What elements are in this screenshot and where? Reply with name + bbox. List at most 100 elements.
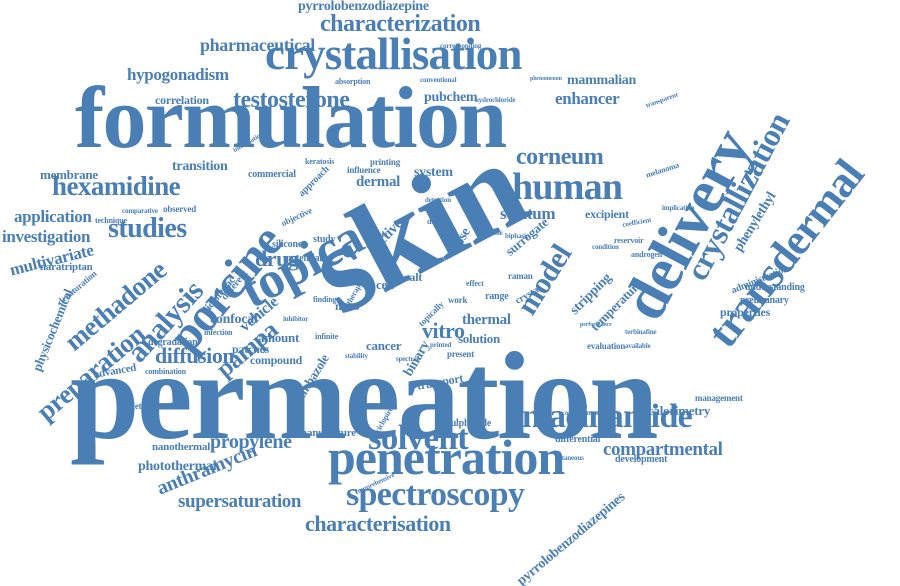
cloud-word-thermal: thermal	[462, 312, 511, 328]
cloud-word-phenomenon: phenomenon	[530, 76, 562, 82]
cloud-word-nanothermal: nanothermal	[152, 441, 211, 453]
cloud-word-infection: infection	[204, 328, 233, 337]
cloud-word-inhibitor: inhibitor	[283, 315, 309, 323]
cloud-word-preliminary: preliminary	[740, 295, 789, 306]
cloud-word-crystallisation: crystallisation	[265, 29, 522, 79]
cloud-word-determined: determined	[130, 401, 173, 411]
cloud-word-diffusion: diffusion	[155, 343, 235, 368]
cloud-word-range: range	[485, 291, 509, 302]
cloud-word-solvent: solvent	[368, 418, 469, 457]
cloud-word-confocal: confocal	[210, 312, 258, 327]
cloud-word-corresponding: corresponding	[440, 42, 482, 50]
cloud-word-finding: finding	[313, 295, 337, 304]
cloud-word-androgen: androgen	[631, 250, 663, 259]
cloud-word-supersaturation: supersaturation	[178, 491, 302, 512]
cloud-word-membrane: membrane	[40, 167, 98, 182]
cloud-word-potential: potential	[286, 253, 322, 264]
cloud-word-performance: performance	[580, 322, 612, 328]
cloud-word-spectroscopy: spectroscopy	[346, 476, 525, 513]
cloud-word-detection: detection	[425, 196, 451, 204]
cloud-word-work: work	[448, 295, 468, 305]
cloud-word-absorption: absorption	[335, 77, 371, 86]
cloud-word-differential: differential	[555, 434, 601, 445]
cloud-word-properties: properties	[720, 305, 771, 319]
cloud-word-salt: salt	[405, 270, 423, 284]
cloud-word-effect: effect	[466, 279, 484, 288]
cloud-word-pyrrolobenzodiazepine: pyrrolobenzodiazepine	[298, 0, 429, 14]
cloud-word-drug: drug	[255, 246, 299, 271]
cloud-word-technique: technique	[95, 216, 127, 225]
cloud-word-hypogonadism: hypogonadism	[127, 65, 229, 84]
cloud-word-excipient: excipient	[585, 207, 629, 221]
cloud-word-degradation: degradation	[148, 337, 198, 348]
cloud-word-silicone: silicone	[272, 239, 303, 250]
cloud-word-observed: observed	[163, 204, 197, 214]
cloud-word-available: available	[625, 342, 651, 350]
cloud-word-commercial: commercial	[248, 169, 296, 180]
cloud-word-penetration: penetration	[328, 429, 565, 485]
cloud-word-naratriptan: naratriptan	[40, 261, 93, 273]
cloud-word-dermal: dermal	[356, 174, 401, 190]
cloud-word-amount: amount	[258, 330, 300, 345]
cloud-word-comparative: comparative	[122, 207, 158, 215]
cloud-word-corneum: corneum	[516, 144, 604, 170]
cloud-word-compartmental: compartmental	[603, 439, 723, 460]
cloud-word-spectral: spectral	[396, 355, 419, 363]
cloud-word-transition: transition	[172, 159, 228, 174]
cloud-word-reservoir: reservoir	[614, 236, 644, 245]
cloud-word-printing: printing	[370, 157, 401, 167]
cloud-word-keratosis: keratosis	[305, 157, 335, 166]
cloud-word-formulation: formulation	[75, 70, 507, 167]
cloud-word-sulphoxide: sulphoxide	[447, 418, 492, 429]
cloud-word-correlation: correlation	[155, 93, 209, 107]
cloud-word-possible: possible	[480, 229, 503, 237]
cloud-word-manufacture: manufacture	[298, 427, 356, 439]
cloud-word-management: management	[695, 393, 743, 403]
cloud-word-nano: nano	[335, 299, 360, 313]
cloud-word-cancer: cancer	[366, 338, 402, 353]
cloud-word-terbinafine: terbinafine	[625, 328, 657, 336]
cloud-word-characterisation: characterisation	[305, 511, 451, 536]
cloud-word-testosterone: testosterone	[233, 87, 350, 113]
cloud-word-niacinamide: niacinamide	[522, 398, 693, 435]
cloud-word-compartment: compartment	[562, 409, 601, 417]
cloud-word-stratum: stratum	[500, 204, 556, 223]
cloud-word-system: system	[414, 165, 453, 180]
cloud-word-understanding: understanding	[745, 282, 805, 293]
cloud-word-raman: raman	[508, 271, 533, 281]
cloud-word-pharmaceutical: pharmaceutical	[200, 35, 315, 55]
cloud-word-study: study	[313, 234, 336, 245]
cloud-word-infinite: infinite	[315, 332, 339, 341]
cloud-word-implication: implication	[662, 204, 695, 212]
cloud-word-present: present	[447, 349, 475, 359]
cloud-word-condition: condition	[592, 243, 619, 251]
cloud-word-conventional: conventional	[420, 76, 457, 84]
cloud-word-mammalian: mammalian	[567, 73, 637, 88]
cloud-word-hexamidine: hexamidine	[52, 171, 181, 201]
cloud-word-transparent: transparent	[644, 90, 680, 110]
cloud-word-evaluation: evaluation	[587, 341, 626, 351]
cloud-word-photothermal: photothermal	[138, 459, 217, 474]
cloud-word-biphasic: biphasic	[505, 232, 529, 240]
cloud-word-pyrrolobenzodiazepines: pyrrolobenzodiazepines	[514, 489, 629, 586]
cloud-word-combination: combination	[145, 367, 186, 376]
cloud-word-characterization: characterization	[320, 11, 481, 37]
cloud-word-permeation: permeation	[70, 328, 658, 466]
cloud-word-printed: printed	[430, 341, 452, 349]
cloud-word-cell: cell	[376, 277, 394, 292]
cloud-word-propylene: propylene	[210, 431, 292, 453]
cloud-word-vitro: vitro	[422, 318, 465, 343]
cloud-word-patches: patches	[232, 342, 269, 356]
cloud-word-solution: solution	[458, 331, 500, 346]
cloud-word-studies: studies	[108, 213, 187, 244]
cloud-word-stability: stability	[345, 352, 368, 360]
cloud-word-development: development	[615, 454, 668, 465]
cloud-word-application: application	[14, 207, 92, 226]
cloud-word-pubchem: pubchem	[424, 90, 478, 105]
cloud-word-calorimetry: calorimetry	[648, 403, 711, 418]
cloud-word-investigation: investigation	[2, 227, 91, 246]
cloud-word-enhancer: enhancer	[555, 89, 620, 108]
cloud-word-hydrochloride: hydrochloride	[475, 96, 516, 104]
cloud-word-cutaneous: cutaneous	[555, 454, 584, 462]
